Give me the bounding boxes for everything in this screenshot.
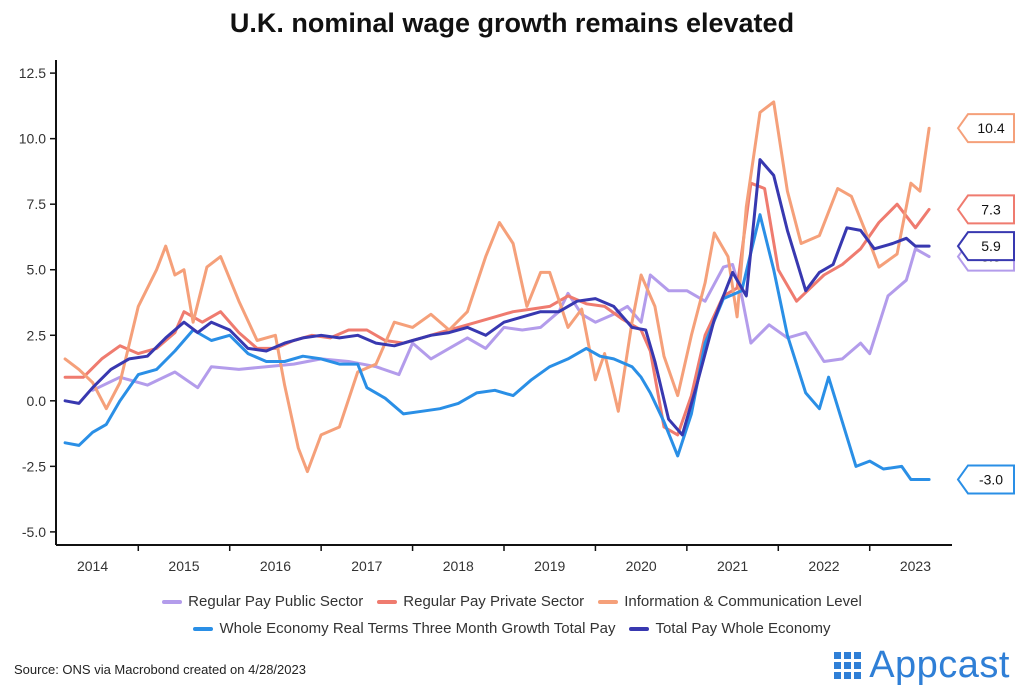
legend-swatch (598, 599, 619, 604)
y-tick-label: 5.0 (27, 262, 47, 278)
legend-label: Information & Communication Level (624, 593, 862, 610)
legend-item: Total Pay Whole Economy (629, 615, 831, 642)
x-tick-label: 2023 (900, 558, 931, 574)
x-tick-label: 2014 (77, 558, 108, 574)
x-tick-label: 2017 (351, 558, 382, 574)
end-label-box (956, 113, 1015, 144)
end-labels: 5.57.310.4-3.05.9 (956, 113, 1015, 495)
series-line-4 (63, 158, 931, 437)
legend-swatch (193, 626, 214, 631)
x-tick-label: 2022 (808, 558, 839, 574)
legend-swatch (377, 599, 398, 604)
y-tick-label: 12.5 (19, 65, 46, 81)
legend-swatch (162, 599, 183, 604)
legend-item: Whole Economy Real Terms Three Month Gro… (193, 615, 615, 642)
x-tick-label: 2016 (260, 558, 291, 574)
legend-label: Regular Pay Public Sector (188, 593, 364, 610)
source-note: Source: ONS via Macrobond created on 4/2… (14, 662, 306, 677)
legend-swatch (629, 626, 650, 631)
end-label-1: 7.3 (956, 194, 1015, 225)
x-axis-ticks: 2014 2015 2016 2017 2018 2019 2020 2021 2022 2023 (77, 545, 931, 574)
legend-label: Regular Pay Private Sector (403, 593, 585, 610)
y-tick-label: -2.5 (22, 458, 46, 474)
series-lines (63, 100, 931, 481)
end-label-4: 5.9 (956, 231, 1015, 262)
x-tick-label: 2021 (717, 558, 748, 574)
end-label-value: 10.4 (977, 120, 1004, 136)
legend-row: Whole Economy Real Terms Three Month Gro… (0, 615, 1024, 642)
end-label-box (956, 194, 1015, 225)
end-label-box (956, 231, 1015, 262)
chart-title: U.K. nominal wage growth remains elevate… (229, 8, 795, 38)
end-label-value: 5.9 (981, 238, 1001, 254)
y-tick-label: 10.0 (19, 131, 46, 147)
brand-name: Appcast (869, 644, 1010, 686)
x-tick-label: 2019 (534, 558, 565, 574)
series-line-2 (63, 100, 931, 474)
chart-legend: Regular Pay Public Sector Regular Pay Pri… (0, 588, 1024, 642)
legend-item: Information & Communication Level (598, 588, 862, 615)
x-tick-label: 2015 (168, 558, 199, 574)
y-tick-label: -5.0 (22, 524, 46, 540)
legend-label: Whole Economy Real Terms Three Month Gro… (219, 620, 616, 637)
dot-grid-logo-icon (834, 652, 862, 679)
x-tick-label: 2018 (443, 558, 474, 574)
legend-item: Regular Pay Private Sector (377, 588, 584, 615)
legend-label: Total Pay Whole Economy (655, 620, 831, 637)
y-tick-label: 7.5 (27, 196, 47, 212)
end-label-value: 7.3 (981, 201, 1001, 217)
end-label-value: -3.0 (979, 471, 1003, 487)
y-axis-ticks: -5.0 -2.5 0.0 2.5 5.0 7.5 10.0 12.5 (19, 65, 56, 540)
series-line-1 (63, 181, 931, 437)
y-tick-label: 2.5 (27, 327, 47, 343)
end-label-box (956, 464, 1015, 495)
end-label-3: -3.0 (956, 464, 1015, 495)
series-line-3 (63, 213, 931, 481)
y-tick-label: 0.0 (27, 393, 47, 409)
legend-row: Regular Pay Public Sector Regular Pay Pri… (0, 588, 1024, 615)
x-tick-label: 2020 (626, 558, 657, 574)
legend-item: Regular Pay Public Sector (162, 588, 363, 615)
end-label-2: 10.4 (956, 113, 1015, 144)
brand-logo: Appcast (834, 644, 1010, 687)
